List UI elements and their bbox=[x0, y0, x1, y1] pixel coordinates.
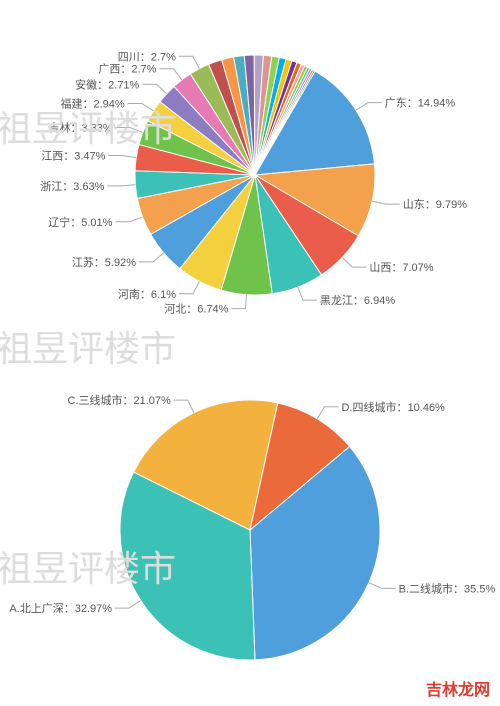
slice-label: A.北上广深：32.97% bbox=[9, 602, 112, 615]
city-tier-pie-chart: B.二线城市：35.5% A.北上广深：32.97% C.三线城市：21.07% D.… bbox=[0, 0, 500, 706]
site-badge: 吉林龙网 bbox=[426, 676, 490, 700]
leader-line bbox=[369, 583, 396, 589]
slice-label: B.二线城市：35.5% bbox=[399, 581, 496, 595]
slice-label: C.三线城市：21.07% bbox=[68, 393, 172, 407]
leader-line bbox=[174, 400, 194, 413]
leader-line bbox=[115, 601, 141, 609]
slice-label: D.四线城市：10.46% bbox=[342, 400, 446, 414]
leader-line bbox=[317, 407, 338, 419]
